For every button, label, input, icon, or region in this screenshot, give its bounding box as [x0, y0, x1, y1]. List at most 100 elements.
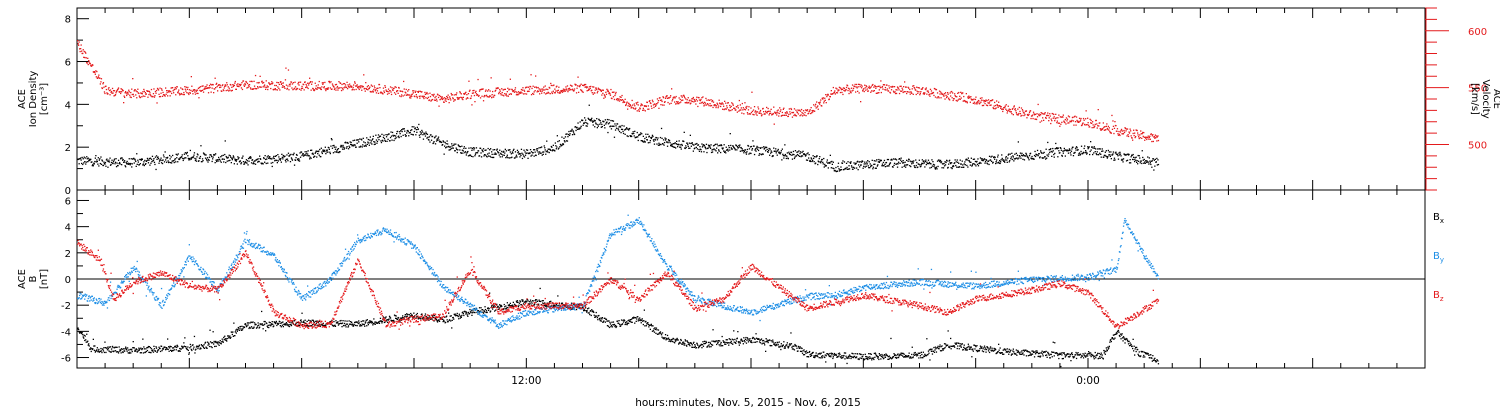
data-point: [161, 95, 164, 97]
data-point: [293, 164, 296, 166]
data-point: [879, 160, 881, 163]
data-point: [592, 124, 594, 126]
data-point: [364, 322, 366, 324]
data-point: [808, 112, 810, 114]
data-point: [475, 90, 477, 92]
data-point: [1049, 115, 1051, 117]
data-point: [936, 168, 938, 170]
data-point: [247, 157, 250, 160]
data-point: [810, 157, 812, 159]
data-point: [181, 156, 183, 158]
data-point: [289, 85, 291, 87]
data-point: [157, 158, 160, 160]
data-point: [409, 97, 411, 99]
data-point: [468, 147, 470, 149]
data-point: [1061, 154, 1063, 157]
data-point: [1150, 160, 1152, 162]
data-point: [796, 112, 799, 114]
data-point: [207, 87, 209, 89]
data-point: [353, 84, 355, 86]
data-point: [186, 348, 188, 351]
data-point: [629, 127, 631, 130]
data-point: [750, 107, 752, 109]
data-point: [993, 156, 995, 159]
data-point: [286, 87, 289, 89]
data-point: [221, 155, 223, 157]
data-point: [296, 159, 299, 161]
data-point: [660, 143, 662, 146]
data-point: [115, 351, 118, 353]
data-point: [136, 97, 138, 99]
data-point: [115, 166, 118, 168]
data-point: [228, 90, 230, 92]
data-point: [999, 105, 1001, 107]
data-point: [1141, 133, 1143, 135]
data-point: [135, 160, 137, 163]
data-point: [222, 158, 224, 160]
data-point: [423, 95, 426, 98]
data-point: [1008, 161, 1010, 163]
data-point: [120, 88, 122, 90]
data-point: [160, 345, 163, 347]
data-point: [339, 146, 342, 148]
data-point: [773, 106, 775, 108]
data-point: [346, 81, 348, 83]
data-point: [596, 88, 598, 91]
data-point: [508, 157, 510, 159]
data-point: [477, 95, 480, 97]
data-point: [550, 149, 552, 151]
data-point: [1057, 122, 1059, 124]
data-point: [225, 89, 227, 92]
data-point: [117, 159, 120, 161]
data-point: [722, 148, 724, 150]
data-point: [766, 146, 768, 149]
data-point: [513, 148, 515, 150]
data-point: [692, 96, 694, 99]
data-point: [172, 90, 174, 92]
data-point: [322, 82, 324, 84]
data-point: [96, 159, 98, 161]
data-point: [729, 149, 731, 151]
data-point: [521, 157, 524, 160]
data-point: [80, 157, 82, 159]
data-point: [952, 92, 954, 94]
data-point: [472, 90, 474, 92]
data-point: [915, 164, 917, 167]
data-point: [855, 86, 857, 88]
data-point: [821, 105, 823, 107]
data-point: [1148, 136, 1150, 138]
data-point: [1027, 157, 1030, 159]
data-point: [923, 160, 925, 162]
data-point: [916, 90, 918, 92]
data-point: [194, 159, 197, 162]
data-point: [847, 87, 850, 89]
data-point: [307, 87, 309, 90]
data-point: [723, 108, 725, 111]
y-tick-label: 2: [65, 143, 71, 154]
data-point: [165, 159, 167, 161]
data-point: [961, 166, 963, 168]
data-point: [679, 146, 681, 148]
data-point: [95, 70, 97, 72]
data-point: [125, 347, 127, 349]
data-point: [315, 320, 317, 322]
data-point: [1023, 159, 1026, 161]
data-point: [346, 88, 349, 90]
data-point: [607, 131, 609, 134]
data-point: [856, 83, 858, 86]
data-point: [307, 150, 309, 152]
data-point: [810, 112, 812, 115]
data-point: [783, 107, 785, 109]
data-point: [116, 162, 118, 164]
data-point: [1147, 135, 1149, 137]
data-point: [163, 161, 166, 163]
data-point: [223, 87, 225, 89]
data-point: [614, 93, 617, 95]
data-point: [901, 90, 903, 92]
data-point: [355, 88, 357, 91]
data-point: [154, 350, 157, 352]
data-point: [672, 98, 674, 101]
data-point: [1014, 153, 1016, 155]
data-point: [189, 343, 191, 346]
data-point: [299, 320, 302, 322]
